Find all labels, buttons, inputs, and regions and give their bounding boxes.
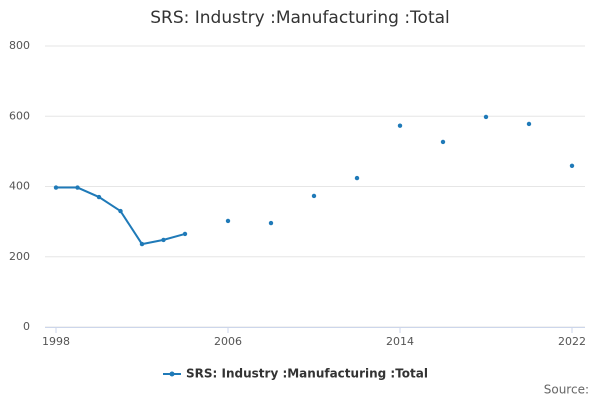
y-tick-label: 400 (9, 180, 30, 193)
data-point (526, 121, 532, 127)
data-point (569, 163, 575, 168)
y-tick-label: 200 (9, 250, 30, 263)
source-label: Source: (544, 383, 589, 397)
series-line (56, 166, 572, 244)
data-point (75, 185, 80, 190)
y-tick-label: 0 (23, 320, 30, 333)
data-point (96, 194, 102, 200)
x-tick-label: 2014 (386, 335, 414, 348)
data-point (139, 241, 145, 247)
y-tick-label: 800 (9, 39, 30, 52)
data-point (483, 114, 489, 120)
data-point (53, 185, 59, 190)
chart-title: SRS: Industry :Manufacturing :Total (150, 8, 450, 28)
data-point (225, 218, 231, 224)
data-point (182, 231, 188, 237)
legend-marker (169, 371, 175, 377)
data-point (161, 237, 166, 243)
legend-label: SRS: Industry :Manufacturing :Total (186, 367, 428, 381)
x-tick-label: 2006 (214, 335, 242, 348)
x-tick-label: 2022 (558, 335, 586, 348)
data-point (354, 175, 360, 181)
y-tick-label: 600 (9, 109, 30, 122)
data-point (311, 193, 317, 199)
data-point (118, 208, 123, 214)
data-point (440, 139, 446, 145)
x-tick-label: 1998 (42, 335, 70, 348)
data-point (268, 220, 274, 226)
data-point (397, 123, 403, 128)
